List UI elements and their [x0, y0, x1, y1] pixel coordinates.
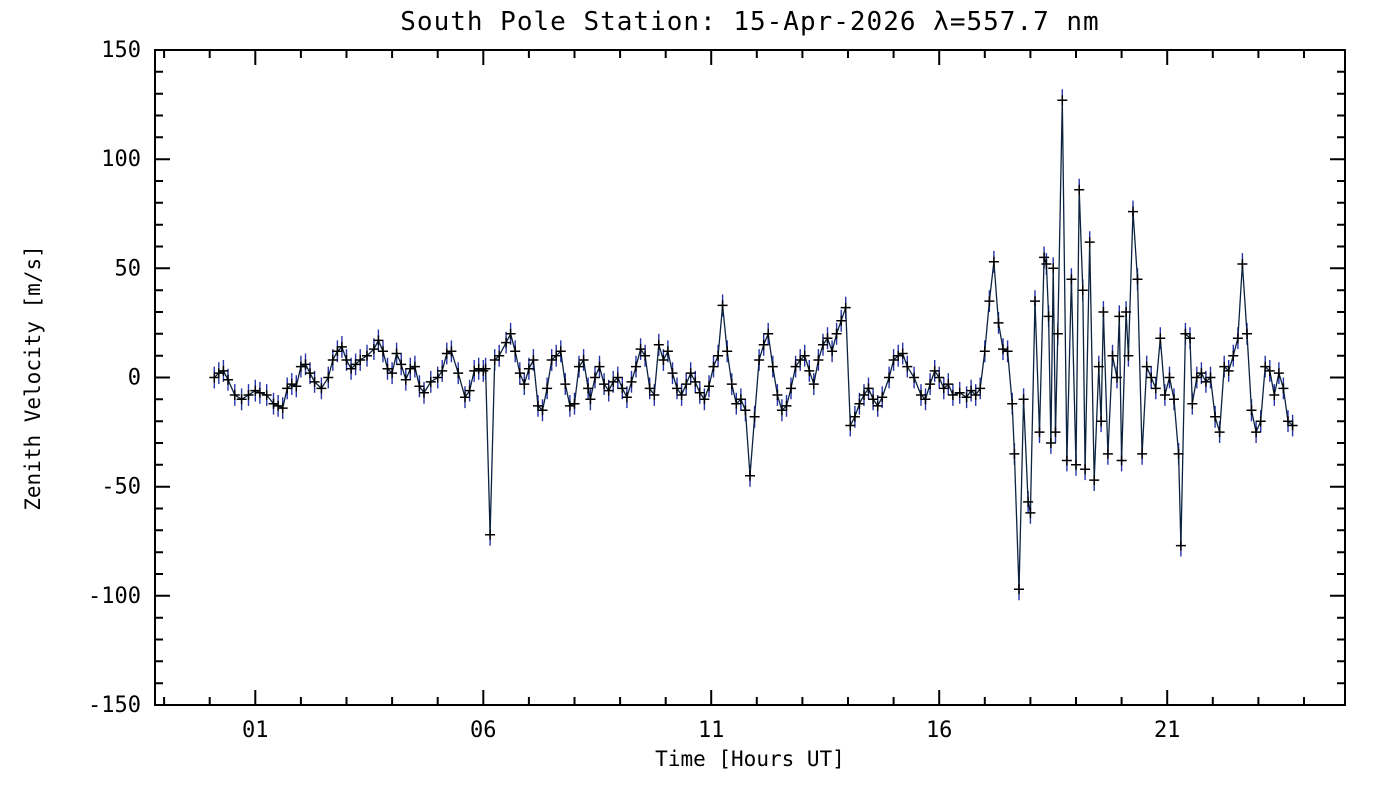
plot-area: 01 06 11 16 21 -150 -100 -50 0 50 100 150	[88, 38, 1346, 743]
data-markers	[209, 95, 1298, 595]
chart-title: South Pole Station: 15-Apr-2026 λ=557.7 …	[400, 7, 1099, 37]
y-tick-label: -150	[88, 693, 141, 718]
y-tick-label: 100	[101, 147, 141, 172]
y-tick-label: 150	[101, 38, 141, 63]
x-tick-label: 11	[698, 718, 725, 743]
y-tick-label: 0	[128, 366, 141, 391]
x-tick-label: 16	[926, 718, 953, 743]
x-axis-label: Time [Hours UT]	[655, 747, 845, 771]
x-tick-label: 06	[470, 718, 497, 743]
y-tick-label: -50	[101, 475, 141, 500]
x-tick-label: 01	[242, 718, 269, 743]
axis-ticks	[155, 49, 1345, 706]
y-tick-label: 50	[115, 256, 142, 281]
x-tick-label: 21	[1154, 718, 1181, 743]
data-line	[213, 100, 1294, 590]
y-tick-label: -100	[88, 584, 141, 609]
y-axis-label: Zenith Velocity [m/s]	[21, 245, 45, 511]
